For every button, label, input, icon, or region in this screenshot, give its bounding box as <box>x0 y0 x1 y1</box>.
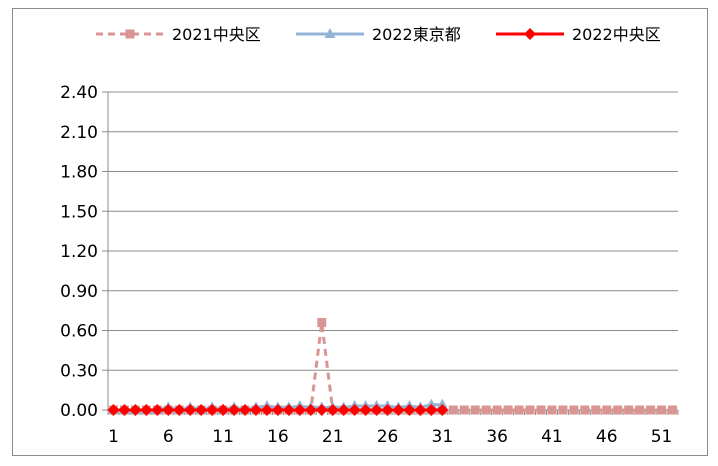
y-tick-label: 0.00 <box>60 401 98 421</box>
y-axis: 0.00 0.30 0.60 0.90 1.20 1.50 1.80 2.10 2.40 <box>60 83 109 421</box>
x-tick-label: 21 <box>322 427 344 447</box>
data-point <box>635 405 645 415</box>
data-point <box>591 405 601 415</box>
data-point <box>293 404 306 416</box>
data-point <box>481 405 491 415</box>
legend-item: 2022中央区 <box>496 25 661 44</box>
data-point <box>217 404 230 416</box>
data-point <box>326 404 339 416</box>
x-tick-label: 1 <box>108 427 119 447</box>
x-tick-label: 26 <box>377 427 399 447</box>
chart-frame <box>12 8 708 456</box>
data-point <box>646 405 656 415</box>
data-point <box>668 405 678 415</box>
data-point <box>206 404 219 416</box>
data-point <box>304 404 317 416</box>
y-tick-label: 2.40 <box>60 83 98 103</box>
data-point <box>140 404 153 416</box>
x-tick-label: 6 <box>163 427 174 447</box>
data-point <box>525 405 535 415</box>
data-point <box>370 404 383 416</box>
data-point <box>470 405 480 415</box>
data-point <box>381 404 394 416</box>
y-tick-label: 1.20 <box>60 242 98 262</box>
x-tick-label: 36 <box>486 427 508 447</box>
data-point <box>359 404 372 416</box>
x-axis: 1 6 11 16 21 26 31 36 41 46 51 <box>107 409 679 447</box>
data-point <box>107 404 120 416</box>
data-point <box>459 405 469 415</box>
data-point <box>547 405 557 415</box>
data-point <box>260 404 273 416</box>
data-point <box>569 405 579 415</box>
data-point <box>337 404 350 416</box>
x-tick-label: 51 <box>651 427 673 447</box>
data-point <box>162 404 175 416</box>
y-tick-label: 2.10 <box>60 123 98 143</box>
data-point <box>392 404 405 416</box>
data-point <box>536 405 546 415</box>
y-tick-label: 1.50 <box>60 202 98 222</box>
data-point <box>195 404 208 416</box>
series-group <box>107 318 678 416</box>
data-point <box>436 404 449 416</box>
data-point <box>403 404 416 416</box>
data-point <box>613 405 623 415</box>
data-point <box>503 405 513 415</box>
y-tick-label: 1.80 <box>60 163 98 183</box>
data-point <box>118 404 131 416</box>
data-point <box>315 404 328 416</box>
legend-item: 2022東京都 <box>296 25 461 44</box>
x-tick-label: 31 <box>432 427 454 447</box>
data-point <box>228 404 241 416</box>
x-tick-label: 41 <box>541 427 563 447</box>
data-point <box>151 404 164 416</box>
data-point <box>249 404 262 416</box>
legend-label: 2021中央区 <box>172 25 261 44</box>
data-point <box>425 404 438 416</box>
data-point <box>492 405 502 415</box>
data-point <box>414 404 427 416</box>
y-tick-label: 0.60 <box>60 322 98 342</box>
legend-item: 2021中央区 <box>96 25 261 44</box>
data-point <box>348 404 361 416</box>
data-point <box>282 404 295 416</box>
data-point <box>125 29 135 39</box>
data-point <box>580 405 590 415</box>
data-point <box>184 404 197 416</box>
series-1 <box>108 318 678 415</box>
x-tick-label: 46 <box>596 427 618 447</box>
data-point <box>271 404 284 416</box>
data-point <box>436 398 448 409</box>
data-point <box>317 318 327 328</box>
series-line <box>113 322 673 412</box>
x-tick-label: 11 <box>212 427 234 447</box>
data-point <box>425 398 437 409</box>
data-point <box>558 405 568 415</box>
data-point <box>324 28 336 38</box>
data-point <box>624 405 634 415</box>
data-point <box>239 404 252 416</box>
series-3 <box>107 404 449 416</box>
gridlines <box>108 91 678 411</box>
x-tick-label: 16 <box>267 427 289 447</box>
y-tick-label: 0.30 <box>60 361 98 381</box>
y-tick-label: 0.90 <box>60 282 98 302</box>
legend: 2021中央区 2022東京都 2022中央区 <box>96 25 661 44</box>
data-point <box>173 404 186 416</box>
legend-label: 2022東京都 <box>372 25 461 44</box>
data-point <box>129 404 142 416</box>
data-point <box>657 405 667 415</box>
data-point <box>514 405 524 415</box>
data-point <box>524 28 536 40</box>
data-point <box>448 405 458 415</box>
data-point <box>602 405 612 415</box>
legend-label: 2022中央区 <box>572 25 661 44</box>
